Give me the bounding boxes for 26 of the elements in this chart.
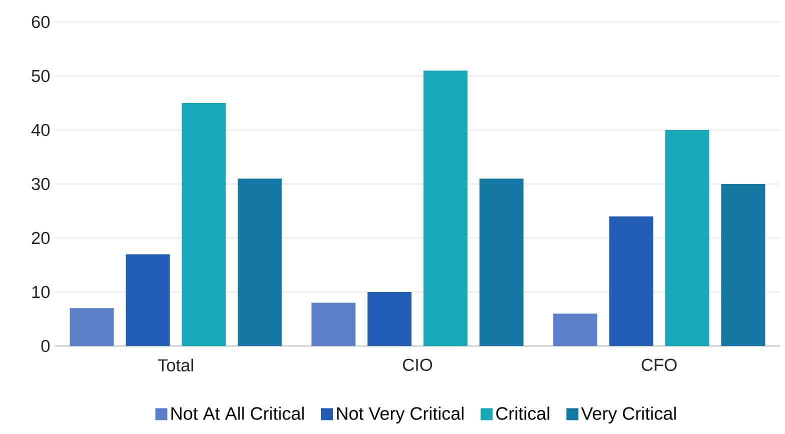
bar xyxy=(424,70,468,346)
y-tick-label: 50 xyxy=(32,70,50,82)
bar xyxy=(368,292,412,346)
y-tick-label: 10 xyxy=(32,286,50,298)
bar xyxy=(312,302,356,346)
x-tick-label: CIO xyxy=(402,358,432,371)
bar xyxy=(609,216,654,346)
y-tick-label: 60 xyxy=(32,16,50,28)
bar xyxy=(480,178,524,346)
bar xyxy=(721,184,766,346)
x-tick-label: CFO xyxy=(642,358,677,371)
legend-label: Not Very Critical xyxy=(337,406,464,424)
bar xyxy=(70,308,114,346)
y-tick-label: 0 xyxy=(41,340,50,352)
legend-label: Not At All Critical xyxy=(171,406,304,420)
bar xyxy=(238,178,282,346)
bar xyxy=(665,130,710,346)
y-tick-label: 30 xyxy=(32,178,50,190)
y-tick-label: 40 xyxy=(31,124,50,136)
legend-label: Critical xyxy=(496,406,550,420)
bar xyxy=(182,102,226,346)
x-tick-label: Total xyxy=(158,358,194,372)
legend-label: Very Critical xyxy=(581,406,676,424)
bar xyxy=(553,314,598,346)
y-tick-label: 20 xyxy=(32,232,50,244)
bar xyxy=(126,254,170,346)
